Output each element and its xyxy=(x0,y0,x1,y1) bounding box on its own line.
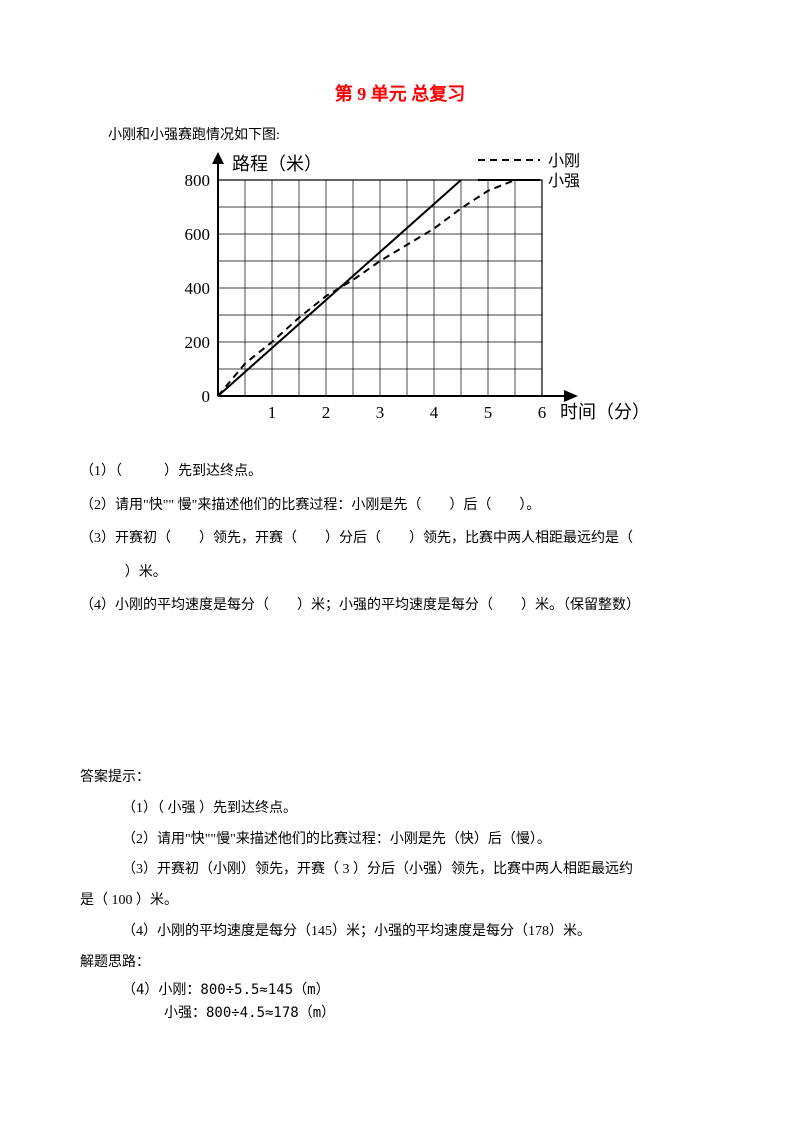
q3-line2: ）米。 xyxy=(80,556,720,590)
q1: （1）（ ）先到达终点。 xyxy=(80,455,720,489)
ytick-400: 400 xyxy=(185,279,211,298)
chart-grid xyxy=(218,180,542,396)
solution: （4）小刚：800÷5.5≈145（m） 小强：800÷4.5≈178（m） xyxy=(80,979,720,1027)
race-chart: 0 200 400 600 800 1 2 3 4 5 6 路程（米） 时间（分… xyxy=(80,150,720,447)
ytick-0: 0 xyxy=(202,387,211,406)
spacer xyxy=(80,623,720,763)
xtick-5: 5 xyxy=(484,403,493,422)
document-page: 第 9 单元 总复习 小刚和小强赛跑情况如下图: xyxy=(0,0,800,1066)
answers: （1）（ 小强 ）先到达终点。 （2）请用"快""慢"来描述他们的比赛过程：小刚… xyxy=(80,794,720,948)
y-axis-label: 路程（米） xyxy=(232,154,322,174)
y-axis-arrow-icon xyxy=(212,152,224,164)
ytick-200: 200 xyxy=(185,333,211,352)
page-title: 第 9 单元 总复习 xyxy=(80,80,720,106)
a1: （1）（ 小强 ）先到达终点。 xyxy=(80,794,720,825)
ytick-600: 600 xyxy=(185,225,211,244)
a3-line2: 是（ 100 ）米。 xyxy=(80,886,720,917)
solution-heading: 解题思路： xyxy=(80,948,720,979)
a4: （4）小刚的平均速度是每分（145）米；小强的平均速度是每分（178）米。 xyxy=(80,917,720,948)
xtick-6: 6 xyxy=(538,403,547,422)
q3-line1: （3）开赛初（ ）领先，开赛（ ）分后（ ）领先，比赛中两人相距最远约是（ xyxy=(80,522,720,556)
x-axis-label: 时间（分） xyxy=(560,402,650,422)
x-axis-arrow-icon xyxy=(564,390,578,402)
q4: （4）小刚的平均速度是每分（ ）米；小强的平均速度是每分（ ）米。（保留整数） xyxy=(80,589,720,623)
solution-line2: 小强：800÷4.5≈178（m） xyxy=(80,1002,720,1026)
intro-text: 小刚和小强赛跑情况如下图: xyxy=(80,124,720,144)
answers-heading: 答案提示： xyxy=(80,763,720,794)
xtick-3: 3 xyxy=(376,403,385,422)
q2: （2）请用"快"" 慢"来描述他们的比赛过程：小刚是先（ ）后（ ）。 xyxy=(80,489,720,523)
legend-dashed-label: 小刚 xyxy=(548,152,580,170)
xtick-2: 2 xyxy=(322,403,331,422)
a2: （2）请用"快""慢"来描述他们的比赛过程：小刚是先（快）后（慢）。 xyxy=(80,825,720,856)
xtick-4: 4 xyxy=(430,403,439,422)
solution-line1: （4）小刚：800÷5.5≈145（m） xyxy=(80,979,720,1003)
a3-line1: （3）开赛初（小刚）领先，开赛（ 3 ）分后（小强）领先，比赛中两人相距最远约 xyxy=(80,855,720,886)
questions: （1）（ ）先到达终点。 （2）请用"快"" 慢"来描述他们的比赛过程：小刚是先… xyxy=(80,455,720,623)
chart-svg: 0 200 400 600 800 1 2 3 4 5 6 路程（米） 时间（分… xyxy=(140,150,660,442)
xtick-1: 1 xyxy=(268,403,277,422)
legend-solid-label: 小强 xyxy=(548,172,580,190)
ytick-800: 800 xyxy=(185,171,211,190)
